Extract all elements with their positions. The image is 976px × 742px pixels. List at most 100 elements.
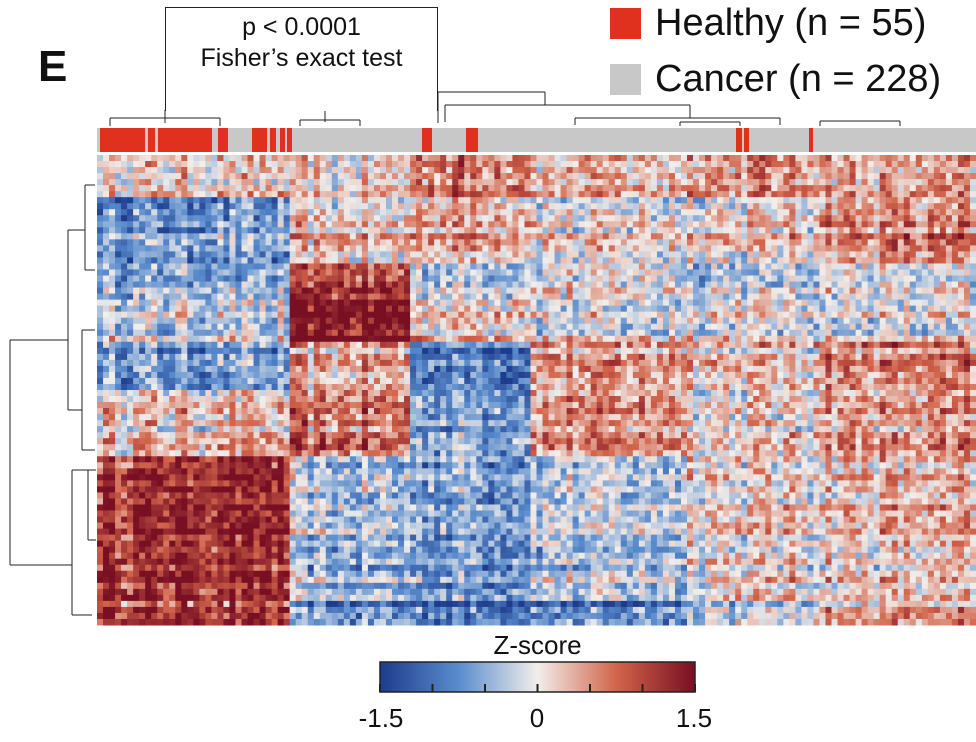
- heatmap-cell: [795, 347, 802, 355]
- heatmap-cell: [933, 323, 941, 331]
- heatmap-cell: [379, 257, 387, 264]
- heatmap-cell: [157, 227, 164, 234]
- heatmap-cell: [837, 281, 845, 289]
- heatmap-cell: [488, 209, 495, 216]
- heatmap-cell: [951, 257, 959, 264]
- heatmap-cell: [373, 269, 381, 277]
- heatmap-cell: [295, 257, 303, 264]
- heatmap-cell: [355, 209, 363, 216]
- heatmap-cell: [590, 323, 598, 331]
- heatmap-cell: [927, 299, 935, 307]
- heatmap-cell: [921, 341, 929, 349]
- heatmap-cell: [668, 311, 676, 319]
- heatmap-cell: [662, 227, 670, 234]
- heatmap-cell: [241, 305, 249, 313]
- heatmap-cell: [385, 299, 393, 307]
- heatmap-cell: [668, 239, 676, 246]
- heatmap-cell: [223, 221, 230, 228]
- heatmap-cell: [199, 197, 206, 204]
- heatmap-cell: [109, 221, 116, 228]
- heatmap-cell: [223, 251, 230, 258]
- heatmap-cell: [307, 197, 315, 204]
- heatmap-cell: [458, 209, 465, 216]
- heatmap-cell: [506, 227, 513, 234]
- heatmap-cell: [482, 347, 489, 355]
- heatmap-cell: [921, 155, 929, 162]
- heatmap-cell: [819, 353, 826, 361]
- heatmap-cell: [602, 335, 610, 343]
- heatmap-cell: [849, 293, 857, 301]
- heatmap-cell: [819, 185, 826, 192]
- heatmap-cell: [951, 311, 959, 319]
- heatmap-cell: [735, 293, 742, 301]
- heatmap-cell: [674, 155, 682, 162]
- heatmap-cell: [289, 173, 297, 180]
- heatmap-cell: [879, 263, 887, 270]
- heatmap-cell: [97, 251, 104, 258]
- heatmap-cell: [211, 269, 218, 277]
- heatmap-cell: [367, 197, 375, 204]
- heatmap-cell: [367, 179, 375, 186]
- heatmap-cell: [199, 353, 206, 361]
- heatmap-cell: [506, 281, 513, 289]
- heatmap-cell: [349, 311, 357, 319]
- heatmap-cell: [614, 239, 622, 246]
- heatmap-cell: [343, 209, 351, 216]
- heatmap-cell: [861, 197, 869, 204]
- heatmap-cell: [735, 191, 742, 198]
- heatmap-cell: [500, 173, 507, 180]
- heatmap-cell: [217, 281, 224, 289]
- heatmap-cell: [542, 209, 550, 216]
- heatmap-cell: [644, 203, 652, 210]
- heatmap-cell: [512, 317, 519, 325]
- heatmap-cell: [614, 275, 622, 283]
- heatmap-cell: [385, 257, 393, 264]
- heatmap-cell: [687, 269, 694, 277]
- heatmap-cell: [518, 269, 525, 277]
- heatmap-cell: [506, 167, 513, 174]
- heatmap-cell: [741, 305, 748, 313]
- heatmap-cell: [867, 245, 875, 252]
- heatmap-cell: [963, 221, 971, 228]
- heatmap-cell: [638, 287, 646, 295]
- heatmap-cell: [361, 299, 369, 307]
- heatmap-cell: [777, 227, 784, 234]
- heatmap-cell: [963, 317, 971, 325]
- heatmap-cell: [783, 197, 790, 204]
- heatmap-cell: [879, 305, 887, 313]
- heatmap-cell: [410, 179, 417, 186]
- heatmap-cell: [795, 353, 802, 361]
- heatmap-cell: [542, 173, 550, 180]
- heatmap-cell: [199, 233, 206, 240]
- heatmap-cell: [542, 263, 550, 270]
- heatmap-cell: [187, 257, 194, 264]
- heatmap-cell: [945, 287, 953, 295]
- heatmap-cell: [602, 179, 610, 186]
- heatmap-cell: [512, 209, 519, 216]
- heatmap-cell: [235, 257, 242, 264]
- heatmap-cell: [777, 341, 784, 349]
- heatmap-cell: [644, 353, 652, 361]
- heatmap-cell: [476, 191, 483, 198]
- heatmap-cell: [187, 359, 194, 367]
- heatmap-cell: [530, 233, 537, 240]
- heatmap-cell: [777, 203, 784, 210]
- heatmap-cell: [885, 257, 893, 264]
- heatmap-cell: [747, 215, 754, 222]
- heatmap-cell: [199, 359, 206, 367]
- heatmap-cell: [843, 275, 851, 283]
- heatmap-cell: [313, 305, 321, 313]
- heatmap-cell: [620, 311, 628, 319]
- heatmap-cell: [145, 335, 152, 343]
- heatmap-cell: [151, 203, 158, 210]
- heatmap-cell: [367, 173, 375, 180]
- heatmap-cell: [560, 167, 568, 174]
- heatmap-cell: [295, 335, 303, 343]
- heatmap-cell: [602, 221, 610, 228]
- heatmap-cell: [783, 245, 790, 252]
- heatmap-cell: [211, 323, 218, 331]
- heatmap-cell: [392, 209, 399, 216]
- heatmap-cell: [717, 167, 724, 174]
- heatmap-cell: [626, 155, 634, 162]
- heatmap-cell: [825, 341, 833, 349]
